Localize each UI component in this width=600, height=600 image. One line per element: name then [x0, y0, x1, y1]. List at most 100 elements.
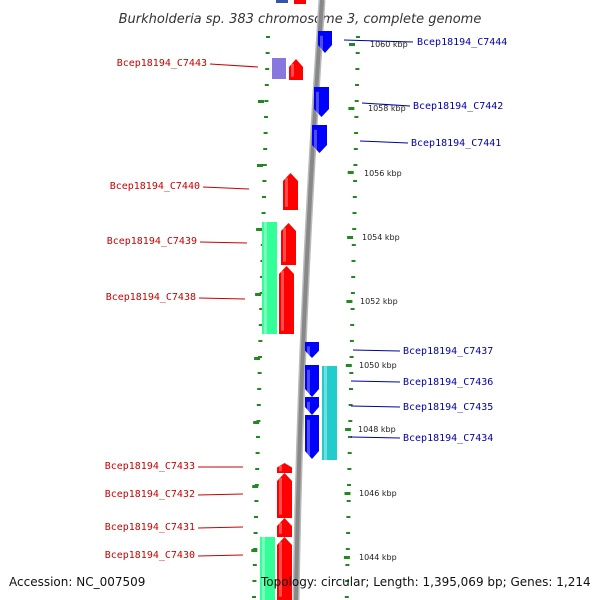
tick-marks — [251, 36, 360, 598]
scale-label: 1048 kbp — [358, 425, 396, 434]
tick-left — [266, 36, 270, 38]
tick-right — [350, 292, 355, 294]
leader-line — [359, 140, 409, 144]
tick-left — [254, 516, 258, 518]
gene-highlight — [279, 522, 282, 534]
gene-label-bcep18194_c7436[interactable]: Bcep18194_C7436 — [403, 377, 493, 388]
tick-right — [351, 276, 356, 278]
tick-left — [252, 564, 257, 566]
major-tick — [349, 43, 355, 46]
leader-line — [197, 526, 244, 529]
gene-label-bcep18194_c7432[interactable]: Bcep18194_C7432 — [105, 489, 195, 500]
tick-right — [345, 548, 350, 550]
map-title: Burkholderia sp. 383 chromosome 3, compl… — [119, 12, 482, 27]
gene-arrow — [283, 173, 298, 210]
gene-highlight — [279, 541, 282, 597]
tick-left — [261, 212, 266, 214]
partial-gene — [294, 0, 306, 4]
scale-label: 1052 kbp — [360, 297, 398, 306]
gene-label-bcep18194_c7443[interactable]: Bcep18194_C7443 — [117, 58, 207, 69]
gene-arrow — [289, 59, 303, 80]
scale-label: 1050 kbp — [359, 361, 397, 370]
gene-arrow — [281, 223, 296, 265]
gene-label-bcep18194_c7434[interactable]: Bcep18194_C7434 — [403, 433, 493, 444]
tick-right — [345, 564, 350, 566]
tick-left — [264, 100, 269, 102]
tick-right — [347, 452, 352, 454]
major-tick — [348, 107, 355, 110]
gene-labels: Bcep18194_C7444 Bcep18194_C7443 Bcep18194_… — [105, 37, 508, 561]
gene-label-bcep18194_c7438[interactable]: Bcep18194_C7438 — [106, 292, 196, 303]
gene-arrow — [305, 397, 319, 415]
leader-line — [197, 493, 244, 496]
tick-right — [354, 116, 359, 118]
leader-line — [197, 554, 244, 557]
gene-label-bcep18194_c7441[interactable]: Bcep18194_C7441 — [411, 138, 501, 149]
tick-left — [264, 84, 269, 86]
tick-left — [256, 404, 261, 406]
leader-line — [209, 63, 259, 68]
tick-right — [348, 436, 352, 438]
tick-right — [344, 596, 349, 598]
major-tick — [345, 428, 352, 431]
gene-label-bcep18194_c7440[interactable]: Bcep18194_C7440 — [110, 181, 200, 192]
tick-right — [354, 132, 359, 134]
tick-right — [355, 52, 360, 54]
gene-highlight — [291, 63, 294, 77]
feature-bar — [322, 366, 337, 460]
tick-left — [252, 580, 257, 582]
feature-highlight — [262, 537, 265, 600]
tick-left — [258, 340, 263, 342]
tick-left — [263, 148, 268, 150]
tick-left — [262, 180, 267, 182]
features — [260, 0, 337, 600]
tick-right — [356, 36, 360, 38]
gene-label-bcep18194_c7433[interactable]: Bcep18194_C7433 — [105, 461, 195, 472]
tick-left — [254, 500, 259, 502]
tick-right — [349, 356, 354, 358]
gene-label-bcep18194_c7442[interactable]: Bcep18194_C7442 — [413, 101, 503, 112]
gene-label-bcep18194_c7444[interactable]: Bcep18194_C7444 — [417, 37, 507, 48]
tick-right — [347, 484, 351, 486]
gene-highlight — [307, 369, 310, 394]
tick-right — [352, 196, 357, 198]
gene-arrow — [305, 342, 319, 358]
tick-right — [346, 516, 351, 518]
major-tick — [347, 171, 354, 174]
feature-bar — [272, 58, 286, 79]
major-tick — [254, 357, 261, 360]
tick-left — [262, 164, 267, 166]
scale-label: 1056 kbp — [364, 169, 402, 178]
tick-left — [265, 52, 270, 54]
tick-right — [353, 148, 358, 150]
major-tick — [255, 293, 262, 296]
tick-left — [259, 292, 264, 294]
tick-left — [257, 388, 262, 390]
tick-right — [353, 164, 358, 166]
gene-label-bcep18194_c7439[interactable]: Bcep18194_C7439 — [107, 236, 197, 247]
backbone-line — [294, 0, 324, 600]
gene-arrow — [277, 473, 292, 518]
scale-label: 1060 kbp — [370, 40, 408, 49]
gene-highlight — [307, 401, 310, 412]
gene-arrow — [305, 415, 319, 459]
gene-highlight — [320, 35, 323, 50]
tick-right — [350, 324, 355, 326]
gene-highlight — [316, 91, 319, 114]
gene-label-bcep18194_c7430[interactable]: Bcep18194_C7430 — [105, 550, 195, 561]
accession-text: Accession: NC_007509 — [9, 575, 146, 589]
tick-left — [263, 132, 268, 134]
gene-label-bcep18194_c7431[interactable]: Bcep18194_C7431 — [105, 522, 195, 533]
gene-label-bcep18194_c7437[interactable]: Bcep18194_C7437 — [403, 346, 493, 357]
tick-right — [353, 180, 358, 182]
tick-left — [257, 372, 262, 374]
topology-text: Topology: circular; Length: 1,395,069 bp… — [261, 575, 591, 589]
gene-label-bcep18194_c7435[interactable]: Bcep18194_C7435 — [403, 402, 493, 413]
gene-highlight — [314, 129, 317, 150]
major-tick — [346, 300, 353, 303]
major-tick — [343, 556, 350, 559]
gene-arrow — [318, 31, 332, 53]
major-tick — [256, 228, 263, 231]
feature-bar — [262, 222, 277, 334]
